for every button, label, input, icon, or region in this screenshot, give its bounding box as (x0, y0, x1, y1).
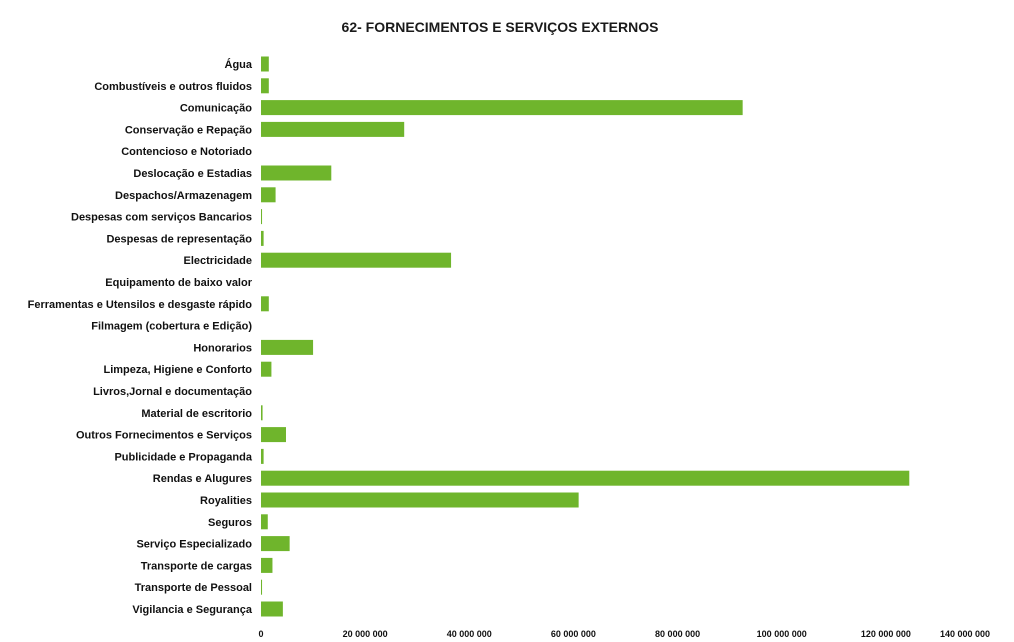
category-label-08: Despesas com serviços Bancarios (71, 212, 252, 224)
bars-layer (261, 56, 910, 617)
category-label-11: Equipamento de baixo valor (105, 277, 252, 289)
category-label-21: Royalities (200, 495, 252, 507)
bar-12 (261, 296, 269, 312)
category-label-20: Rendas e Alugures (153, 473, 252, 485)
bar-14 (261, 339, 314, 355)
category-label-19: Publicidade e Propaganda (114, 451, 252, 463)
x-tick-label-0: 0 (258, 629, 263, 639)
category-label-23: Serviço Especializado (136, 539, 252, 551)
category-label-14: Honorarios (193, 342, 252, 354)
category-label-06: Deslocação e Estadias (133, 168, 252, 180)
bar-19 (261, 448, 264, 464)
category-label-25: Transporte de Pessoal (135, 582, 252, 594)
category-label-16: Livros,Jornal e documentação (93, 386, 252, 398)
x-axis-ticks: 0 20 000 000 40 000 000 60 000 000 80 000 00… (258, 629, 990, 639)
category-label-15: Limpeza, Higiene e Conforto (103, 364, 252, 376)
bar-26 (261, 601, 283, 617)
category-label-12: Ferramentas e Utensilos e desgaste rápid… (28, 299, 253, 311)
bar-20 (261, 470, 910, 486)
bar-08 (261, 209, 263, 225)
category-label-17: Material de escritorio (141, 408, 252, 420)
category-label-26: Vigilancia e Segurança (132, 604, 253, 616)
bar-23 (261, 536, 290, 552)
bar-17 (261, 405, 263, 421)
category-label-09: Despesas de representação (106, 233, 252, 245)
bar-10 (261, 252, 452, 268)
category-label-04: Conservação e Repação (125, 124, 252, 136)
x-tick-label-5: 100 000 000 (757, 629, 807, 639)
x-tick-label-7: 140 000 000 (940, 629, 990, 639)
bar-09 (261, 230, 264, 246)
bar-03 (261, 100, 743, 116)
bar-22 (261, 514, 268, 530)
category-label-13: Filmagem (cobertura e Edição) (91, 321, 252, 333)
category-label-07: Despachos/Armazenagem (115, 190, 252, 202)
category-label-24: Transporte de cargas (141, 560, 252, 572)
bar-07 (261, 187, 276, 203)
x-tick-label-1: 20 000 000 (343, 629, 388, 639)
bar-15 (261, 361, 272, 377)
category-label-10: Electricidade (184, 255, 252, 267)
bar-24 (261, 557, 273, 573)
bar-18 (261, 427, 286, 443)
category-labels: Água Combustíveis e outros fluidos Comunic… (28, 58, 253, 616)
x-tick-label-3: 60 000 000 (551, 629, 596, 639)
bar-01 (261, 56, 269, 72)
category-label-02: Combustíveis e outros fluidos (94, 81, 252, 93)
chart-title: 62- FORNECIMENTOS E SERVIÇOS EXTERNOS (342, 19, 659, 35)
bar-25 (261, 579, 263, 595)
category-label-01: Água (225, 58, 253, 71)
bar-04 (261, 121, 405, 137)
category-label-18: Outros Fornecimentos e Serviços (76, 430, 252, 442)
bar-02 (261, 78, 269, 94)
x-tick-label-2: 40 000 000 (447, 629, 492, 639)
category-label-05: Contencioso e Notoriado (121, 146, 252, 158)
x-tick-label-6: 120 000 000 (861, 629, 911, 639)
category-label-22: Seguros (208, 517, 252, 529)
bar-21 (261, 492, 579, 508)
bar-06 (261, 165, 332, 181)
x-tick-label-4: 80 000 000 (655, 629, 700, 639)
category-label-03: Comunicação (180, 103, 252, 115)
